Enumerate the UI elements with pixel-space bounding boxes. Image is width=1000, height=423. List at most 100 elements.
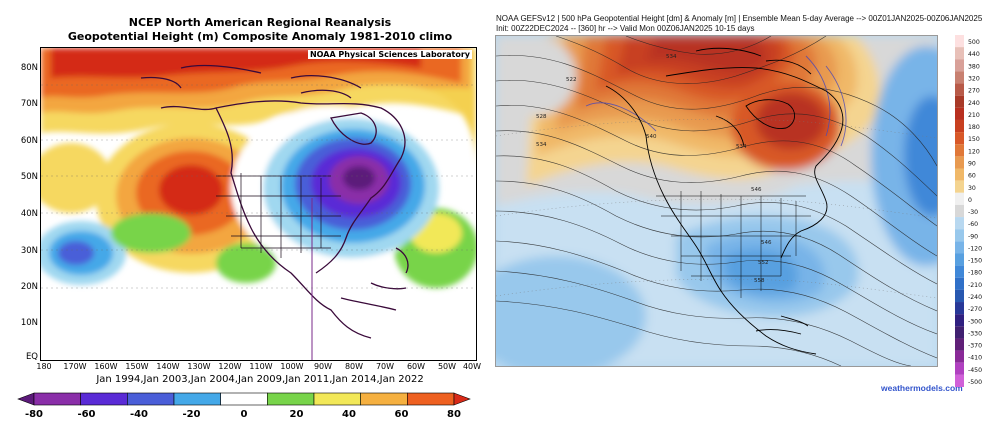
scale-label: 30 bbox=[968, 185, 976, 192]
lon-label: 50W bbox=[437, 362, 457, 371]
scale-swatch bbox=[955, 314, 964, 327]
lon-label: 40W bbox=[462, 362, 482, 371]
contour-label: 522 bbox=[566, 77, 577, 83]
contour-label: 528 bbox=[536, 114, 547, 120]
scale-swatch bbox=[955, 204, 964, 218]
colorbar-swatch bbox=[313, 392, 361, 406]
lat-label: 20N bbox=[20, 282, 38, 292]
left-title-line2: Geopotential Height (m) Composite Anomal… bbox=[67, 30, 453, 43]
scale-label: 120 bbox=[968, 148, 980, 155]
lon-label: 110W bbox=[249, 362, 273, 371]
composite-dates: Jan 1994,Jan 2003,Jan 2004,Jan 2009,Jan … bbox=[96, 374, 424, 385]
scale-label: -300 bbox=[968, 318, 982, 325]
left-colorbar: -80 -60 -40 -20 0 20 40 60 80 bbox=[17, 392, 471, 420]
scale-label: 150 bbox=[968, 136, 980, 143]
scale-label: 60 bbox=[968, 173, 976, 180]
scale-label: -270 bbox=[968, 306, 982, 313]
scale-label: 440 bbox=[968, 51, 980, 58]
colorbar-swatch bbox=[127, 392, 175, 406]
colorbar-swatch bbox=[173, 392, 221, 406]
colorbar-tick-label: 20 bbox=[290, 409, 304, 420]
colorbar-swatch bbox=[80, 392, 128, 406]
right-forecast-map: 534 540 534 528 522 534 546 546 552 558 bbox=[495, 35, 938, 367]
left-reanalysis-panel: NCEP North American Regional Reanalysis … bbox=[0, 0, 485, 423]
scale-swatch bbox=[955, 302, 964, 315]
contour-label: 552 bbox=[758, 260, 769, 266]
scale-swatch bbox=[955, 156, 964, 169]
left-anomaly-map: NOAA Physical Sciences Laboratory bbox=[40, 47, 477, 361]
scale-label: -330 bbox=[968, 330, 982, 337]
right-header-line1: NOAA GEFSv12 | 500 hPa Geopotential Heig… bbox=[496, 14, 983, 23]
lon-label: 60W bbox=[406, 362, 426, 371]
scale-swatch bbox=[955, 338, 964, 351]
scale-swatch bbox=[955, 374, 964, 387]
lon-label: 120W bbox=[218, 362, 242, 371]
lat-label: 40N bbox=[20, 209, 38, 219]
scale-label: 0 bbox=[968, 197, 972, 204]
scale-swatch bbox=[955, 253, 964, 266]
lon-label: 160W bbox=[94, 362, 118, 371]
colorbar-tick-label: 0 bbox=[241, 409, 248, 420]
lat-label: EQ bbox=[25, 352, 38, 362]
scale-swatch bbox=[955, 289, 964, 303]
colorbar-tick-label: 60 bbox=[395, 409, 409, 420]
colorbar-swatch bbox=[407, 392, 455, 406]
scale-label: -370 bbox=[968, 343, 982, 350]
scale-swatch bbox=[955, 180, 964, 193]
scale-label: 500 bbox=[968, 39, 980, 46]
contour-label: 534 bbox=[736, 144, 747, 150]
scale-label: -210 bbox=[968, 282, 982, 289]
lat-label: 60N bbox=[20, 136, 38, 146]
site-watermark: weathermodels.com bbox=[881, 383, 963, 393]
scale-label: -410 bbox=[968, 355, 982, 362]
scale-swatch bbox=[955, 83, 964, 96]
scale-label: -500 bbox=[968, 379, 982, 386]
scale-label: 320 bbox=[968, 76, 980, 83]
scale-label: -240 bbox=[968, 294, 982, 301]
right-forecast-panel: NOAA GEFSv12 | 500 hPa Geopotential Heig… bbox=[488, 0, 1000, 423]
scale-swatch bbox=[955, 47, 964, 60]
lat-label: 30N bbox=[20, 246, 38, 256]
scale-swatch bbox=[955, 229, 964, 242]
colorbar-swatch bbox=[220, 392, 268, 406]
scale-label: -180 bbox=[968, 270, 982, 277]
colorbar-tick-label: 40 bbox=[342, 409, 356, 420]
right-header-line2: Init: 00Z22DEC2024 -- [360] hr --> Valid… bbox=[496, 24, 755, 33]
scale-swatch bbox=[955, 362, 964, 375]
scale-label: 210 bbox=[968, 112, 980, 119]
colorbar-arrow-left bbox=[17, 392, 35, 406]
lon-label: 130W bbox=[187, 362, 211, 371]
scale-swatch bbox=[955, 265, 964, 278]
contour-label: 546 bbox=[751, 187, 762, 193]
lon-label: 140W bbox=[156, 362, 180, 371]
right-colorbar: 500 440 380 320 270 240 210 180 150 120 90 60 30 0 -30… bbox=[955, 35, 982, 387]
contour-label: 540 bbox=[646, 134, 657, 140]
lat-label: 70N bbox=[20, 99, 38, 109]
colorbar-tick-label: -20 bbox=[182, 409, 200, 420]
lon-label: 90W bbox=[313, 362, 333, 371]
lat-label: 50N bbox=[20, 172, 38, 182]
lon-label: 100W bbox=[280, 362, 304, 371]
scale-label: 380 bbox=[968, 63, 980, 70]
scale-label: 90 bbox=[968, 160, 976, 167]
colorbar-arrow-right bbox=[453, 392, 471, 406]
lat-label: 10N bbox=[20, 318, 38, 328]
scale-swatch bbox=[955, 241, 964, 254]
lon-label: 70W bbox=[375, 362, 395, 371]
left-title-line1: NCEP North American Regional Reanalysis bbox=[128, 16, 392, 29]
scale-swatch bbox=[955, 350, 964, 363]
scale-swatch bbox=[955, 192, 964, 205]
scale-label: -60 bbox=[968, 221, 978, 228]
scale-label: -90 bbox=[968, 233, 978, 240]
contour-label: 534 bbox=[666, 54, 677, 60]
contour-label: 534 bbox=[536, 142, 547, 148]
scale-label: -450 bbox=[968, 367, 982, 374]
colorbar-tick-label: -40 bbox=[130, 409, 148, 420]
scale-swatch bbox=[955, 107, 964, 120]
lat-label: 80N bbox=[20, 63, 38, 73]
scale-label: 180 bbox=[968, 124, 980, 131]
lon-label: 80W bbox=[344, 362, 364, 371]
scale-label: 240 bbox=[968, 100, 980, 107]
scale-swatch bbox=[955, 71, 964, 84]
colorbar-tick-label: -80 bbox=[25, 409, 43, 420]
